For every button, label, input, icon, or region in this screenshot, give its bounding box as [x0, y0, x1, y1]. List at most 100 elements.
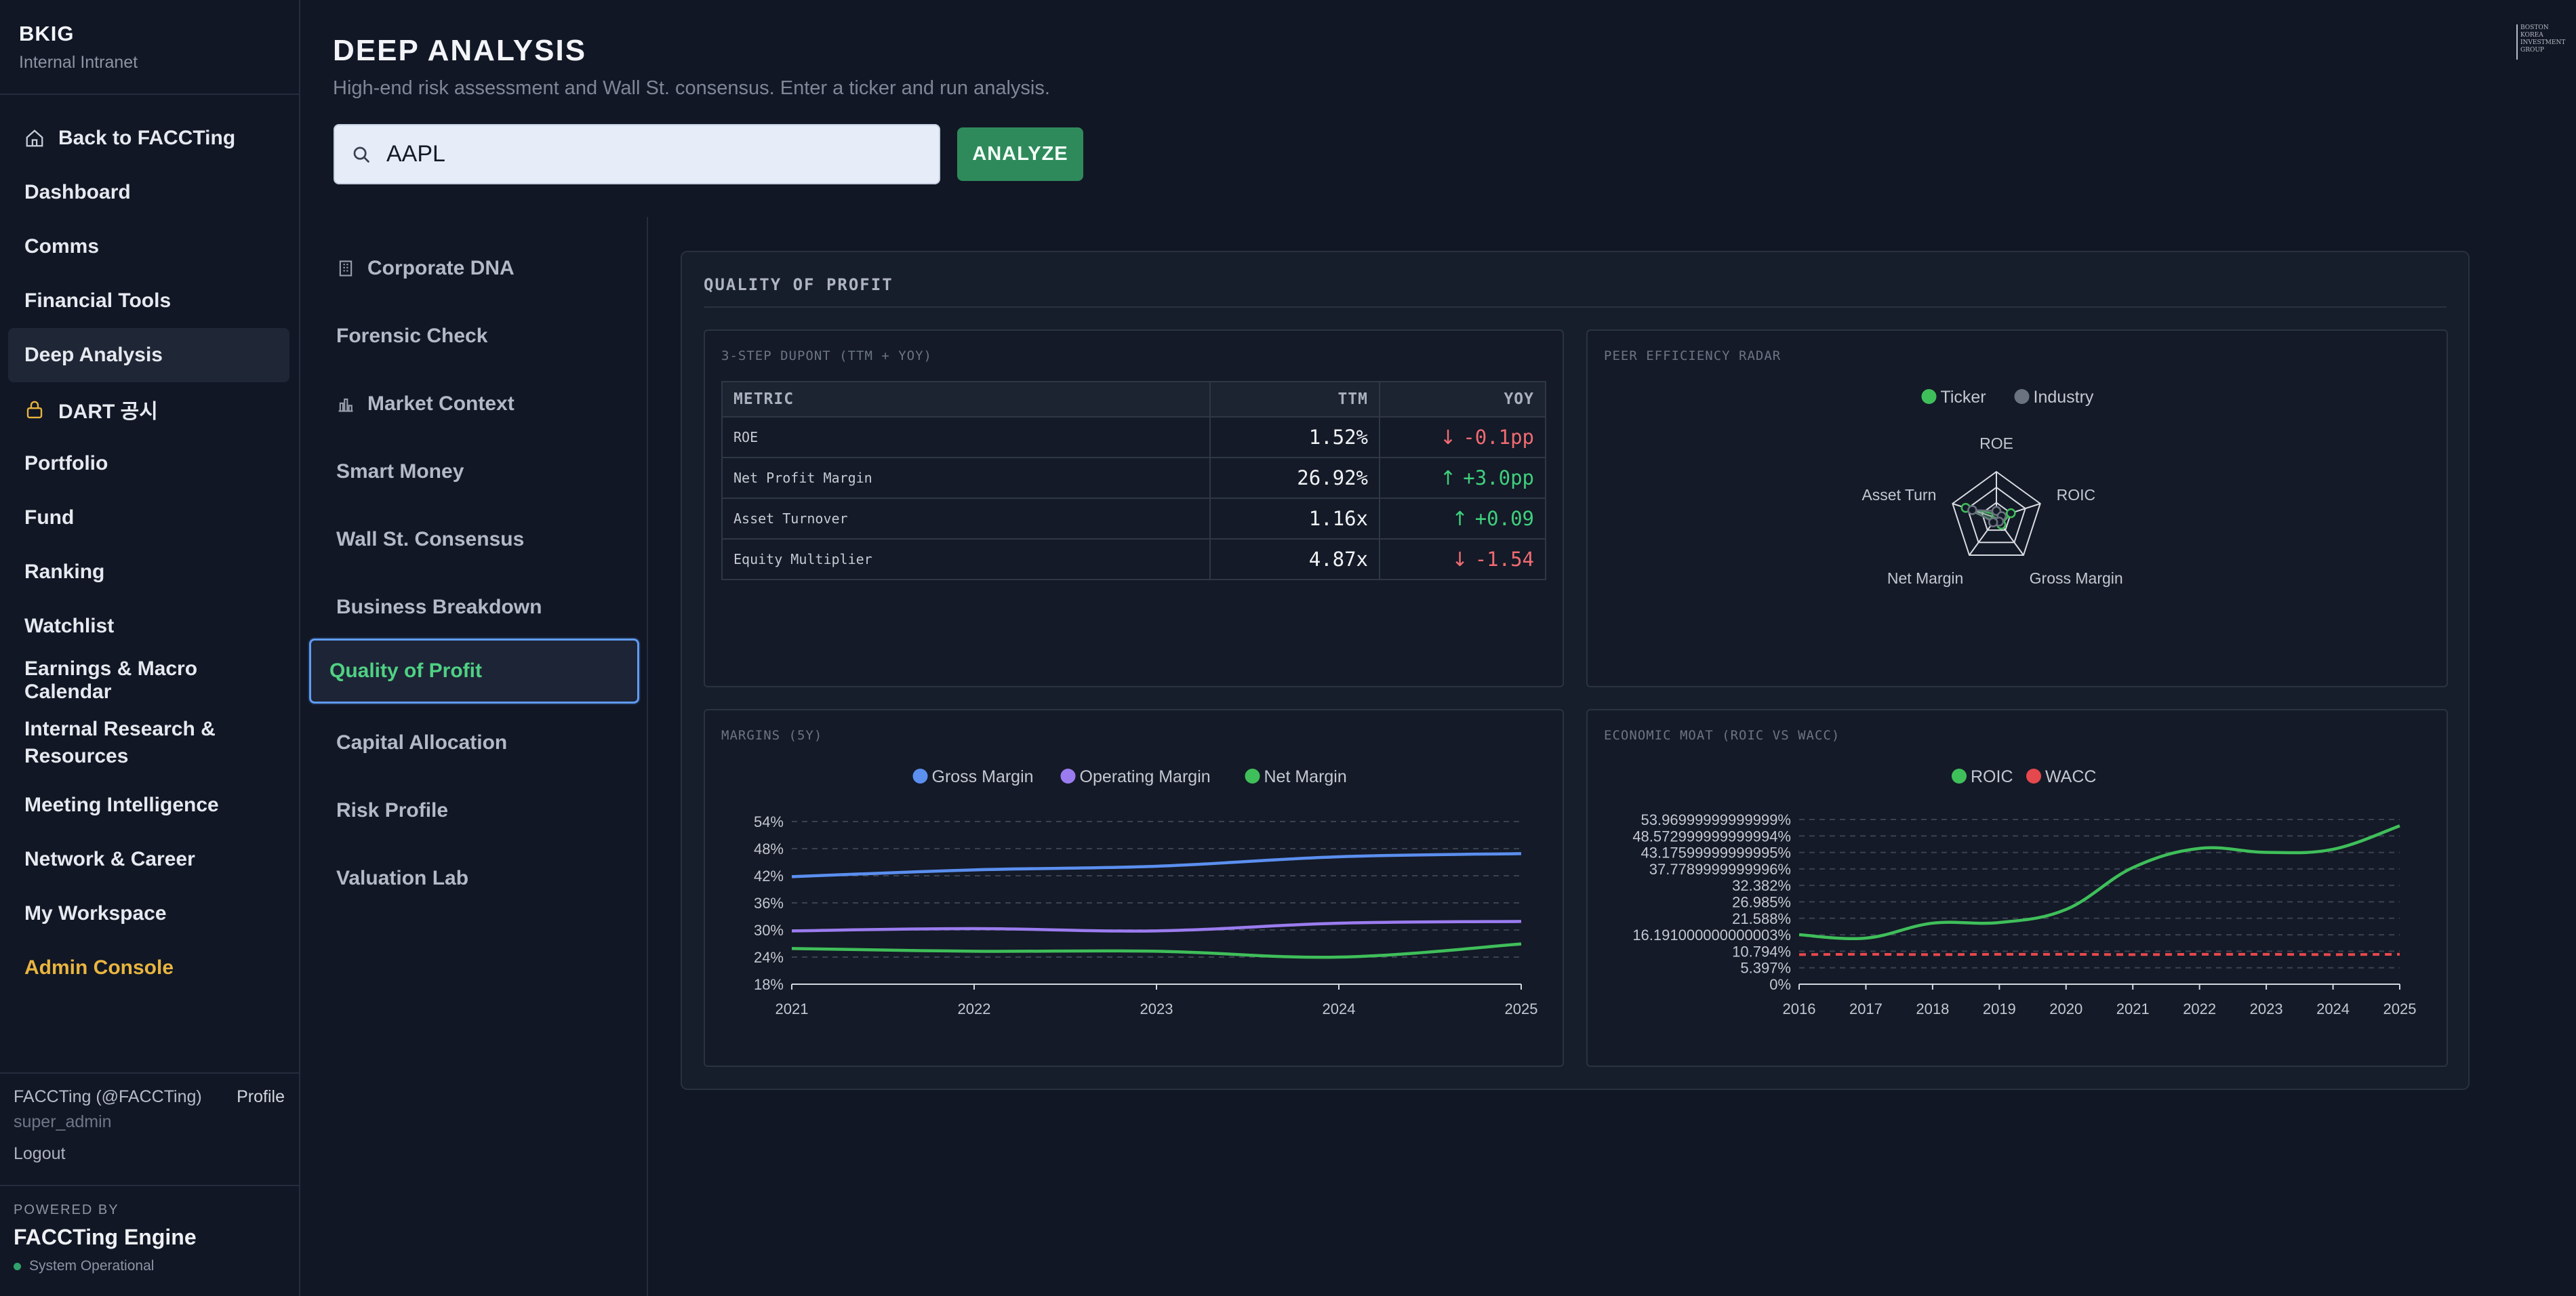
subnav-item-capital-allocation[interactable]: Capital Allocation — [309, 712, 639, 774]
arrow-up-icon: ↑ — [1451, 507, 1468, 530]
series-line-wacc — [1799, 954, 2400, 955]
powered-by: POWERED BY FACCTing Engine System Operat… — [14, 1202, 197, 1274]
divider — [704, 306, 2447, 308]
y-tick-label: 42% — [754, 868, 784, 885]
table-header-row: METRIC TTM YOY — [722, 382, 1546, 417]
dupont-table: METRIC TTM YOY ROE 1.52% ↓ -0.1pp Net Pro… — [721, 381, 1546, 580]
radar-point — [1968, 506, 1976, 514]
series-line-net-margin — [792, 944, 1521, 958]
subnav-item-label: Valuation Lab — [336, 867, 468, 890]
sidebar-item-label: Network & Career — [24, 848, 195, 871]
metric-cell: Asset Turnover — [722, 498, 1210, 539]
sidebar-item-watchlist[interactable]: Watchlist — [8, 599, 289, 653]
sidebar-item-dashboard[interactable]: Dashboard — [8, 165, 289, 220]
sidebar-item-label: Dashboard — [24, 181, 131, 204]
y-tick-label: 21.588% — [1732, 910, 1791, 927]
sidebar-item-label: Portfolio — [24, 452, 108, 475]
moat-card: ECONOMIC MOAT (ROIC VS WACC) ROIC WACC 53.… — [1586, 709, 2448, 1067]
legend-label: WACC — [2045, 767, 2096, 786]
sidebar-item-financial-tools[interactable]: Financial Tools — [8, 274, 289, 328]
sidebar-item-label: Deep Analysis — [24, 344, 163, 367]
sidebar-item-deep-analysis[interactable]: Deep Analysis — [8, 328, 289, 382]
sidebar-item-label: My Workspace — [24, 902, 167, 925]
sidebar-item-network[interactable]: Network & Career — [8, 832, 289, 887]
yoy-value: -1.54 — [1475, 548, 1534, 571]
x-tick-label: 2016 — [1783, 1000, 1816, 1017]
brand-name: BKIG — [19, 22, 138, 46]
table-row: Equity Multiplier 4.87x ↓ -1.54 — [722, 539, 1546, 580]
subnav-item-label: Capital Allocation — [336, 731, 507, 754]
ttm-cell: 26.92% — [1210, 458, 1380, 498]
series-line-roic — [1799, 826, 2400, 938]
subnav-item-corporate-dna[interactable]: Corporate DNA — [309, 237, 639, 300]
subnav-item-market-context[interactable]: Market Context — [309, 373, 639, 435]
ticker-search[interactable] — [334, 124, 940, 184]
sidebar-item-label: Fund — [24, 506, 74, 529]
bar-chart-icon — [336, 394, 355, 413]
quality-of-profit-panel: QUALITY OF PROFIT 3-STEP DUPONT (TTM + Y… — [681, 251, 2470, 1090]
y-tick-label: 30% — [754, 922, 784, 939]
subnav-item-risk-profile[interactable]: Risk Profile — [309, 779, 639, 842]
sidebar-item-comms[interactable]: Comms — [8, 220, 289, 274]
search-icon — [351, 144, 371, 165]
powered-by-label: POWERED BY — [14, 1202, 197, 1218]
user-role: super_admin — [14, 1112, 285, 1132]
arrow-up-icon: ↑ — [1440, 466, 1456, 489]
brand[interactable]: BKIG Internal Intranet — [19, 22, 138, 73]
column-header-yoy: YOY — [1380, 382, 1546, 417]
sidebar-item-workspace[interactable]: My Workspace — [8, 887, 289, 941]
logo-line: KOREA — [2520, 32, 2558, 39]
sidebar-item-ranking[interactable]: Ranking — [8, 545, 289, 599]
analyze-button[interactable]: ANALYZE — [957, 127, 1083, 181]
logout-link[interactable]: Logout — [14, 1144, 285, 1164]
subnav-item-business-breakdown[interactable]: Business Breakdown — [309, 576, 639, 639]
sidebar-item-research[interactable]: Internal Research & Resources — [8, 708, 289, 778]
radar-axis-label: ROIC — [2057, 486, 2096, 504]
yoy-cell: ↑ +3.0pp — [1380, 458, 1546, 498]
x-tick-label: 2017 — [1849, 1000, 1883, 1017]
table-row: Net Profit Margin 26.92% ↑ +3.0pp — [722, 458, 1546, 498]
ttm-cell: 4.87x — [1210, 539, 1380, 580]
y-tick-label: 43.17599999999995% — [1641, 845, 1791, 862]
ttm-cell: 1.52% — [1210, 417, 1380, 458]
y-tick-label: 18% — [754, 976, 784, 993]
arrow-down-icon: ↓ — [1440, 426, 1456, 449]
x-tick-label: 2018 — [1916, 1000, 1949, 1017]
building-icon — [336, 259, 355, 278]
ticker-input[interactable] — [386, 141, 939, 167]
engine-name: FACCTing Engine — [14, 1225, 197, 1250]
yoy-value: -0.1pp — [1463, 426, 1534, 449]
page-title: DEEP ANALYSIS — [333, 34, 586, 68]
sidebar-item-label: Watchlist — [24, 615, 114, 638]
x-tick-label: 2025 — [2383, 1000, 2417, 1017]
table-row: Asset Turnover 1.16x ↑ +0.09 — [722, 498, 1546, 539]
yoy-cell: ↓ -1.54 — [1380, 539, 1546, 580]
subnav-item-quality-of-profit[interactable]: Quality of Profit — [309, 639, 639, 704]
sidebar-item-label: Meeting Intelligence — [24, 794, 219, 817]
subnav-item-valuation-lab[interactable]: Valuation Lab — [309, 847, 639, 910]
legend-label: Gross Margin — [932, 767, 1034, 786]
sidebar-item-meeting[interactable]: Meeting Intelligence — [8, 778, 289, 832]
subnav-item-wall-st-consensus[interactable]: Wall St. Consensus — [309, 508, 639, 571]
y-tick-label: 0% — [1769, 976, 1791, 993]
legend-swatch — [1245, 769, 1260, 784]
sidebar-item-admin-console[interactable]: Admin Console — [8, 941, 289, 995]
user-name: FACCTing (@FACCTing) — [14, 1087, 202, 1107]
profile-link[interactable]: Profile — [237, 1087, 285, 1107]
system-status-text: System Operational — [29, 1258, 154, 1274]
x-tick-label: 2020 — [2049, 1000, 2082, 1017]
sidebar-item-fund[interactable]: Fund — [8, 491, 289, 545]
legend-label: Industry — [2034, 388, 2094, 407]
x-tick-label: 2021 — [776, 1000, 809, 1017]
divider — [0, 94, 299, 95]
x-tick-label: 2025 — [1505, 1000, 1538, 1017]
sidebar-item-dart[interactable]: DART 공시 — [8, 382, 289, 437]
sidebar-item-portfolio[interactable]: Portfolio — [8, 437, 289, 491]
sidebar-item-label: Internal Research & Resources — [24, 716, 228, 770]
divider — [0, 1185, 299, 1186]
subnav-item-smart-money[interactable]: Smart Money — [309, 441, 639, 503]
sidebar-item-back[interactable]: Back to FACCTing — [8, 111, 289, 165]
sidebar-item-calendar[interactable]: Earnings & Macro Calendar — [8, 653, 289, 708]
subnav-item-forensic-check[interactable]: Forensic Check — [309, 305, 639, 367]
subnav-item-label: Smart Money — [336, 460, 464, 483]
